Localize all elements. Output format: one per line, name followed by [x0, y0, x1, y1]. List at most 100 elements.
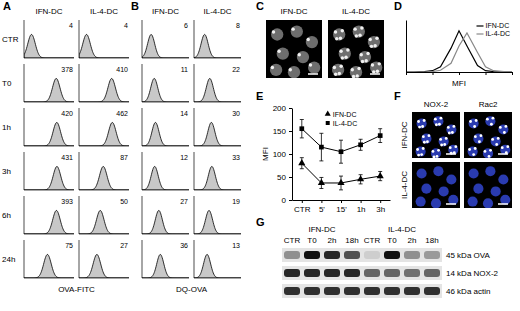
histogram-curve	[142, 254, 189, 278]
spot	[368, 38, 371, 41]
plot-area	[142, 34, 189, 58]
axis-line	[79, 240, 129, 278]
axis-line	[292, 109, 293, 201]
plot-area	[79, 34, 129, 58]
tick: 100	[273, 150, 292, 159]
histogram-curve	[24, 122, 74, 146]
band	[284, 251, 300, 259]
column-title: IL-4-DC	[203, 7, 231, 16]
band	[384, 287, 400, 295]
axis-line	[142, 152, 189, 190]
histogram-cell: 420	[24, 108, 74, 146]
histogram-curve	[24, 254, 74, 278]
axis-title: MFI	[261, 147, 270, 161]
histogram-curve	[194, 254, 241, 278]
histogram-curve	[194, 122, 241, 146]
spot	[371, 63, 374, 66]
band	[404, 287, 420, 295]
tick	[512, 72, 513, 75]
series-line	[406, 33, 512, 72]
axis-line	[142, 64, 189, 102]
cell	[431, 198, 441, 208]
cell	[485, 116, 495, 126]
data-label: 22	[232, 66, 240, 73]
plot-area	[194, 210, 241, 234]
tick-mark	[289, 108, 292, 109]
tick-mark	[289, 177, 292, 178]
spot	[423, 141, 426, 144]
band	[384, 269, 400, 277]
spot	[289, 68, 292, 71]
spot	[443, 143, 446, 146]
panel-letter: C	[256, 0, 264, 12]
cell	[446, 174, 456, 184]
band	[304, 251, 320, 259]
band	[364, 251, 380, 259]
micrograph-background	[464, 112, 512, 158]
spot	[447, 126, 450, 129]
legend-swatch	[325, 110, 331, 115]
spot	[360, 53, 363, 56]
spot	[435, 123, 438, 126]
axis-line	[194, 240, 241, 278]
axis-line	[142, 20, 189, 58]
histogram-cell: 4	[24, 20, 74, 58]
tick-mark	[459, 72, 460, 75]
cell	[421, 134, 431, 144]
plot-area	[24, 210, 74, 234]
tick-mark	[302, 200, 303, 203]
axis-line	[79, 64, 129, 102]
data-label: 30	[232, 110, 240, 117]
row-label: 24h	[2, 255, 15, 264]
spot	[501, 146, 504, 149]
cell	[416, 147, 426, 157]
band	[324, 251, 340, 259]
cell	[339, 47, 351, 59]
legend-entry: IL-4-DC	[326, 120, 358, 127]
lane-label: T0	[307, 236, 317, 245]
tick	[486, 72, 487, 75]
legend-entry: IL-4-DC	[476, 30, 510, 37]
spot	[445, 137, 448, 140]
tick-mark	[341, 200, 342, 203]
column-title: IL-4-DC	[342, 7, 370, 16]
column-title: IFN-DC	[280, 7, 307, 16]
cell	[483, 198, 493, 208]
band	[424, 251, 440, 259]
band	[304, 269, 320, 277]
data-label: 27	[120, 242, 128, 249]
spot	[335, 37, 338, 40]
spot	[344, 56, 347, 59]
spot	[339, 64, 342, 67]
legend-entry: IFN-DC	[325, 110, 357, 118]
axis-title: DQ-OVA	[176, 285, 208, 294]
blot-strip	[282, 248, 442, 262]
data-label: 12	[180, 154, 188, 161]
row-label: T0	[2, 79, 12, 88]
spot	[277, 49, 280, 52]
legend: IFN-DC IL-4-DC	[325, 110, 358, 127]
lane-label: 18h	[345, 236, 358, 245]
marker	[318, 179, 325, 185]
spot	[334, 30, 337, 33]
error-bar	[378, 129, 382, 143]
scale-bar	[370, 73, 380, 75]
histogram-cell: 27	[79, 240, 129, 278]
cell	[416, 197, 426, 207]
lane-label: 2h	[408, 236, 417, 245]
plot-area	[79, 78, 129, 102]
tick-label: 0	[282, 196, 287, 205]
scale-bar	[308, 73, 318, 75]
blot-strip	[282, 284, 442, 298]
plot-area	[298, 120, 384, 190]
histogram-cell: 378	[24, 64, 74, 102]
tick: 0	[282, 196, 292, 205]
micrograph	[412, 162, 460, 208]
band-label: 45 kDa OVA	[446, 251, 491, 260]
spot	[309, 63, 312, 66]
histogram-cell: 30	[194, 108, 241, 146]
spot	[421, 125, 424, 128]
tick-mark	[321, 200, 322, 203]
histogram-curve	[142, 34, 189, 58]
figure-svg: AIFN-DC437842043139375IL-4-DC44104628750…	[0, 0, 520, 311]
